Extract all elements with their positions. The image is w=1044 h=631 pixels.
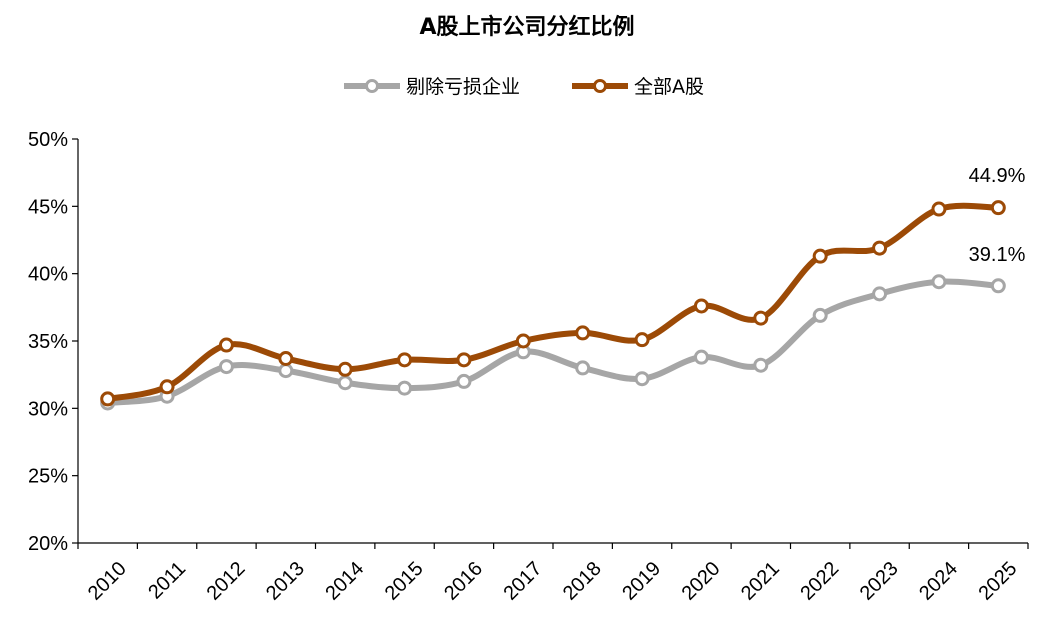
data-label-excluding-loss-2025: 39.1%	[969, 244, 1026, 266]
y-tick-label: 40%	[28, 264, 68, 286]
x-tick-label: 2022	[796, 558, 843, 605]
x-tick-label: 2011	[144, 558, 190, 604]
x-tick-label: 2025	[974, 558, 1021, 605]
x-tick-label: 2018	[559, 558, 606, 605]
point-all-a-shares-2025	[990, 200, 1006, 216]
x-tick-label: 2023	[856, 558, 903, 605]
series-all-a-shares	[100, 200, 1006, 407]
point-all-a-shares-2016	[456, 352, 472, 368]
point-all-a-shares-2013	[278, 351, 294, 367]
x-tick-label: 2015	[381, 558, 428, 605]
x-tick-label: 2016	[440, 558, 487, 605]
y-tick-label: 50%	[28, 129, 68, 151]
y-tick-label: 35%	[28, 331, 68, 353]
x-tick-label: 2024	[915, 558, 962, 605]
point-all-a-shares-2019	[634, 332, 650, 348]
point-excluding-loss-2014	[337, 375, 353, 391]
point-all-a-shares-2018	[575, 325, 591, 341]
x-ticks: 2010 2011 2012 2013 2014 2015 2016 2017 2018 2019…	[77, 543, 1029, 605]
legend-marker-excluding-loss	[365, 79, 379, 93]
point-excluding-loss-2022	[812, 307, 828, 323]
x-tick-label: 2020	[678, 558, 725, 605]
point-all-a-shares-2017	[515, 333, 531, 349]
series-layer	[100, 200, 1006, 411]
data-label-all-a-shares-2025: 44.9%	[969, 165, 1026, 187]
legend-label-excluding-loss: 剔除亏损企业	[406, 76, 520, 98]
x-tick-label: 2017	[499, 558, 546, 605]
point-all-a-shares-2014	[337, 361, 353, 377]
series-line-excluding-loss	[104, 278, 1002, 406]
point-excluding-loss-2013	[278, 363, 294, 379]
point-excluding-loss-2016	[456, 373, 472, 389]
point-all-a-shares-2021	[753, 310, 769, 326]
series-excluding-loss	[100, 274, 1006, 411]
point-excluding-loss-2021	[753, 357, 769, 373]
y-tick-label: 45%	[28, 196, 68, 218]
point-excluding-loss-2023	[872, 286, 888, 302]
point-excluding-loss-2020	[693, 349, 709, 365]
x-tick-label: 2013	[262, 558, 309, 605]
point-all-a-shares-2011	[159, 379, 175, 395]
point-all-a-shares-2024	[931, 201, 947, 217]
x-tick-label: 2019	[618, 558, 665, 605]
point-excluding-loss-2018	[575, 360, 591, 376]
legend-marker-all-a-shares	[593, 79, 607, 93]
legend-label-all-a-shares: 全部A股	[634, 76, 704, 98]
y-tick-label: 20%	[28, 533, 68, 555]
point-excluding-loss-2012	[218, 359, 234, 375]
point-excluding-loss-2019	[634, 371, 650, 387]
point-excluding-loss-2024	[931, 274, 947, 290]
x-tick-label: 2010	[84, 558, 131, 605]
y-tick-label: 30%	[28, 398, 68, 420]
series-line-all-a-shares	[104, 202, 1002, 402]
y-tick-label: 25%	[28, 466, 68, 488]
x-tick-label: 2014	[321, 558, 368, 605]
legend: 剔除亏损企业 全部A股	[344, 76, 704, 98]
point-all-a-shares-2012	[218, 337, 234, 353]
x-tick-label: 2012	[203, 558, 250, 605]
x-tick-label: 2021	[737, 558, 784, 605]
point-all-a-shares-2010	[100, 391, 116, 407]
y-ticks: 20% 25% 30% 35% 40% 45% 50%	[28, 129, 78, 555]
point-all-a-shares-2020	[693, 298, 709, 314]
point-all-a-shares-2015	[397, 352, 413, 368]
annotations: 44.9% 39.1%	[969, 165, 1026, 266]
point-all-a-shares-2023	[872, 240, 888, 256]
point-excluding-loss-2015	[397, 380, 413, 396]
point-all-a-shares-2022	[812, 248, 828, 264]
chart-title: A股上市公司分红比例	[419, 14, 634, 40]
point-excluding-loss-2025	[990, 278, 1006, 294]
